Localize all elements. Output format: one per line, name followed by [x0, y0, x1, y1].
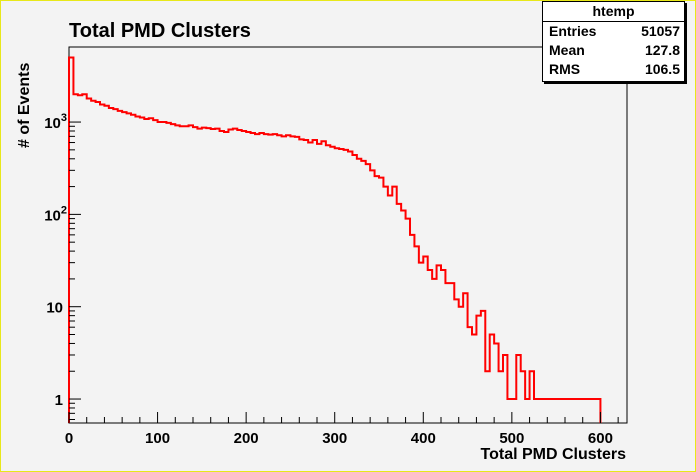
x-tick-label: 200	[234, 430, 259, 447]
stats-box-title: htemp	[543, 2, 684, 22]
chart-title: Total PMD Clusters	[69, 20, 251, 42]
y-tick-label: 102	[44, 204, 67, 224]
y-axis-label: # of Events	[16, 62, 33, 148]
stats-label: Mean	[549, 42, 585, 58]
stats-value: 51057	[641, 23, 680, 39]
stats-row-mean: Mean 127.8	[543, 41, 684, 60]
x-tick-label: 100	[145, 430, 170, 447]
stats-label: RMS	[549, 61, 581, 77]
y-tick-label: 1	[55, 392, 63, 409]
stats-row-entries: Entries 51057	[543, 22, 684, 41]
plot-area	[68, 46, 628, 424]
stats-label: Entries	[549, 23, 597, 39]
x-tick-label: 500	[499, 430, 524, 447]
x-tick-label: 300	[322, 430, 347, 447]
stats-row-rms: RMS 106.5	[543, 60, 684, 79]
stats-box: htemp Entries 51057 Mean 127.8 RMS 106.5	[542, 1, 685, 82]
x-tick-label: 600	[588, 430, 613, 447]
x-tick-label: 0	[65, 430, 73, 447]
stats-value: 127.8	[644, 42, 680, 58]
x-tick-label: 400	[411, 430, 436, 447]
x-axis-label: Total PMD Clusters	[480, 446, 627, 463]
y-tick-label: 103	[44, 112, 67, 132]
y-tick-label: 10	[46, 300, 63, 317]
stats-value: 106.5	[644, 61, 680, 77]
histogram-line	[68, 56, 602, 423]
